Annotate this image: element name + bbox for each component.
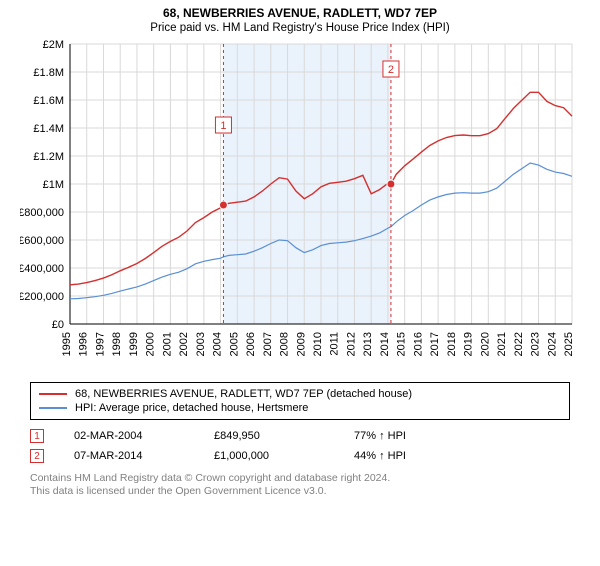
legend-item: 68, NEWBERRIES AVENUE, RADLETT, WD7 7EP …: [39, 387, 561, 401]
svg-text:2020: 2020: [479, 332, 491, 356]
marker-number-box: 1: [30, 429, 44, 443]
svg-text:2025: 2025: [563, 332, 575, 356]
chart-subtitle: Price paid vs. HM Land Registry's House …: [0, 22, 600, 34]
footer-line-1: Contains HM Land Registry data © Crown c…: [30, 472, 570, 485]
svg-text:1997: 1997: [94, 332, 106, 356]
marker-pct: 77% ↑ HPI: [354, 430, 406, 442]
svg-text:2009: 2009: [295, 332, 307, 356]
svg-text:2019: 2019: [463, 332, 475, 356]
svg-text:1: 1: [220, 120, 226, 132]
chart-title: 68, NEWBERRIES AVENUE, RADLETT, WD7 7EP: [0, 6, 600, 20]
svg-text:1998: 1998: [111, 332, 123, 356]
svg-text:£1.4M: £1.4M: [33, 123, 64, 135]
svg-text:2004: 2004: [212, 332, 224, 356]
svg-text:2003: 2003: [195, 332, 207, 356]
svg-text:2016: 2016: [412, 332, 424, 356]
footer-attribution: Contains HM Land Registry data © Crown c…: [30, 472, 570, 498]
svg-text:2013: 2013: [362, 332, 374, 356]
svg-text:2008: 2008: [279, 332, 291, 356]
price-chart-svg: £0 £200,000 £400,000 £600,000 £800,000 £1M £1.…: [20, 38, 580, 378]
svg-text:£2M: £2M: [43, 39, 64, 51]
sale-markers-table: 1 02-MAR-2004 £849,950 77% ↑ HPI 2 07-MAR-201…: [30, 426, 570, 466]
svg-text:1996: 1996: [78, 332, 90, 356]
legend-swatch: [39, 407, 67, 409]
svg-text:1999: 1999: [128, 332, 140, 356]
svg-text:£400,000: £400,000: [20, 263, 64, 275]
marker-date: 07-MAR-2014: [74, 450, 184, 462]
svg-text:1995: 1995: [61, 332, 73, 356]
svg-text:2: 2: [388, 64, 394, 76]
svg-text:£800,000: £800,000: [20, 207, 64, 219]
svg-text:£600,000: £600,000: [20, 235, 64, 247]
svg-text:2011: 2011: [329, 332, 341, 356]
svg-text:2014: 2014: [379, 332, 391, 356]
footer-line-2: This data is licensed under the Open Gov…: [30, 485, 570, 498]
marker-row: 1 02-MAR-2004 £849,950 77% ↑ HPI: [30, 426, 570, 446]
legend-item: HPI: Average price, detached house, Hert…: [39, 401, 561, 415]
svg-text:2006: 2006: [245, 332, 257, 356]
svg-text:2022: 2022: [513, 332, 525, 356]
svg-text:2015: 2015: [396, 332, 408, 356]
svg-text:2005: 2005: [228, 332, 240, 356]
svg-text:2023: 2023: [530, 332, 542, 356]
svg-text:2001: 2001: [161, 332, 173, 356]
legend-swatch: [39, 393, 67, 395]
legend-box: 68, NEWBERRIES AVENUE, RADLETT, WD7 7EP …: [30, 382, 570, 420]
marker-row: 2 07-MAR-2014 £1,000,000 44% ↑ HPI: [30, 446, 570, 466]
svg-text:2007: 2007: [262, 332, 274, 356]
svg-text:£1.2M: £1.2M: [33, 151, 64, 163]
svg-text:£200,000: £200,000: [20, 291, 64, 303]
svg-text:2024: 2024: [546, 332, 558, 356]
svg-text:2018: 2018: [446, 332, 458, 356]
svg-text:£1.6M: £1.6M: [33, 95, 64, 107]
legend-label: 68, NEWBERRIES AVENUE, RADLETT, WD7 7EP …: [75, 388, 412, 400]
legend-label: HPI: Average price, detached house, Hert…: [75, 402, 308, 414]
marker-pct: 44% ↑ HPI: [354, 450, 406, 462]
svg-text:£1M: £1M: [43, 179, 64, 191]
chart-area: £0 £200,000 £400,000 £600,000 £800,000 £1M £1.…: [20, 38, 580, 378]
svg-text:2000: 2000: [145, 332, 157, 356]
svg-text:2012: 2012: [345, 332, 357, 356]
svg-text:£0: £0: [52, 319, 64, 331]
marker-number-box: 2: [30, 449, 44, 463]
svg-text:2021: 2021: [496, 332, 508, 356]
svg-text:£1.8M: £1.8M: [33, 67, 64, 79]
svg-text:2002: 2002: [178, 332, 190, 356]
svg-text:2017: 2017: [429, 332, 441, 356]
marker-date: 02-MAR-2004: [74, 430, 184, 442]
marker-price: £1,000,000: [214, 450, 324, 462]
svg-text:2010: 2010: [312, 332, 324, 356]
marker-price: £849,950: [214, 430, 324, 442]
